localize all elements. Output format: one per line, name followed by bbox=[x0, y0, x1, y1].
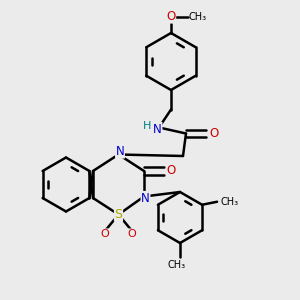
Text: O: O bbox=[167, 164, 176, 178]
Text: N: N bbox=[116, 145, 124, 158]
Text: N: N bbox=[153, 122, 162, 136]
Text: O: O bbox=[100, 229, 109, 239]
Text: N: N bbox=[141, 191, 150, 205]
Text: CH₃: CH₃ bbox=[220, 197, 238, 207]
Text: S: S bbox=[115, 208, 122, 221]
Text: H: H bbox=[143, 121, 151, 131]
Text: O: O bbox=[128, 229, 136, 239]
Text: O: O bbox=[167, 10, 176, 23]
Text: O: O bbox=[209, 127, 218, 140]
Text: CH₃: CH₃ bbox=[189, 11, 207, 22]
Text: CH₃: CH₃ bbox=[168, 260, 186, 269]
